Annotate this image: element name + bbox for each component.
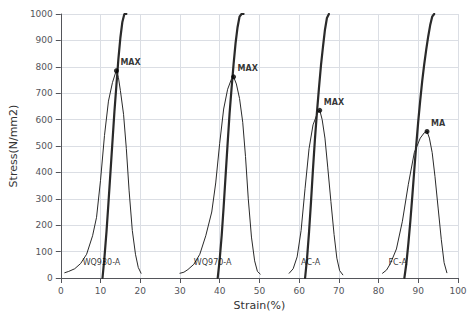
svg-text:60: 60 — [293, 286, 305, 296]
svg-text:0: 0 — [58, 286, 64, 296]
svg-text:600: 600 — [36, 115, 53, 125]
svg-text:400: 400 — [36, 167, 53, 177]
svg-text:800: 800 — [36, 62, 53, 72]
svg-text:0: 0 — [47, 273, 53, 283]
svg-text:80: 80 — [373, 286, 385, 296]
svg-text:Stress(N/mm2): Stress(N/mm2) — [7, 105, 20, 188]
svg-text:Strain(%): Strain(%) — [234, 299, 286, 312]
svg-text:MAX: MAX — [120, 58, 141, 67]
svg-text:40: 40 — [214, 286, 226, 296]
svg-text:90: 90 — [413, 286, 425, 296]
svg-text:20: 20 — [135, 286, 147, 296]
svg-text:10: 10 — [95, 286, 107, 296]
svg-text:200: 200 — [36, 220, 53, 230]
svg-text:1000: 1000 — [30, 9, 53, 19]
svg-text:MAX: MAX — [324, 98, 345, 107]
svg-text:900: 900 — [36, 35, 53, 45]
svg-text:MAX: MAX — [238, 64, 259, 73]
svg-text:FC-A: FC-A — [388, 258, 407, 267]
svg-text:50: 50 — [254, 286, 266, 296]
svg-text:WQ930-A: WQ930-A — [83, 258, 121, 267]
svg-text:100: 100 — [449, 286, 466, 296]
svg-text:300: 300 — [36, 194, 53, 204]
svg-text:AC-A: AC-A — [301, 258, 321, 267]
svg-text:30: 30 — [174, 286, 186, 296]
svg-text:700: 700 — [36, 88, 53, 98]
svg-text:WQ970-A: WQ970-A — [194, 258, 232, 267]
svg-text:MA: MA — [431, 119, 446, 128]
svg-text:500: 500 — [36, 141, 53, 151]
svg-text:70: 70 — [333, 286, 345, 296]
svg-text:100: 100 — [36, 247, 53, 257]
